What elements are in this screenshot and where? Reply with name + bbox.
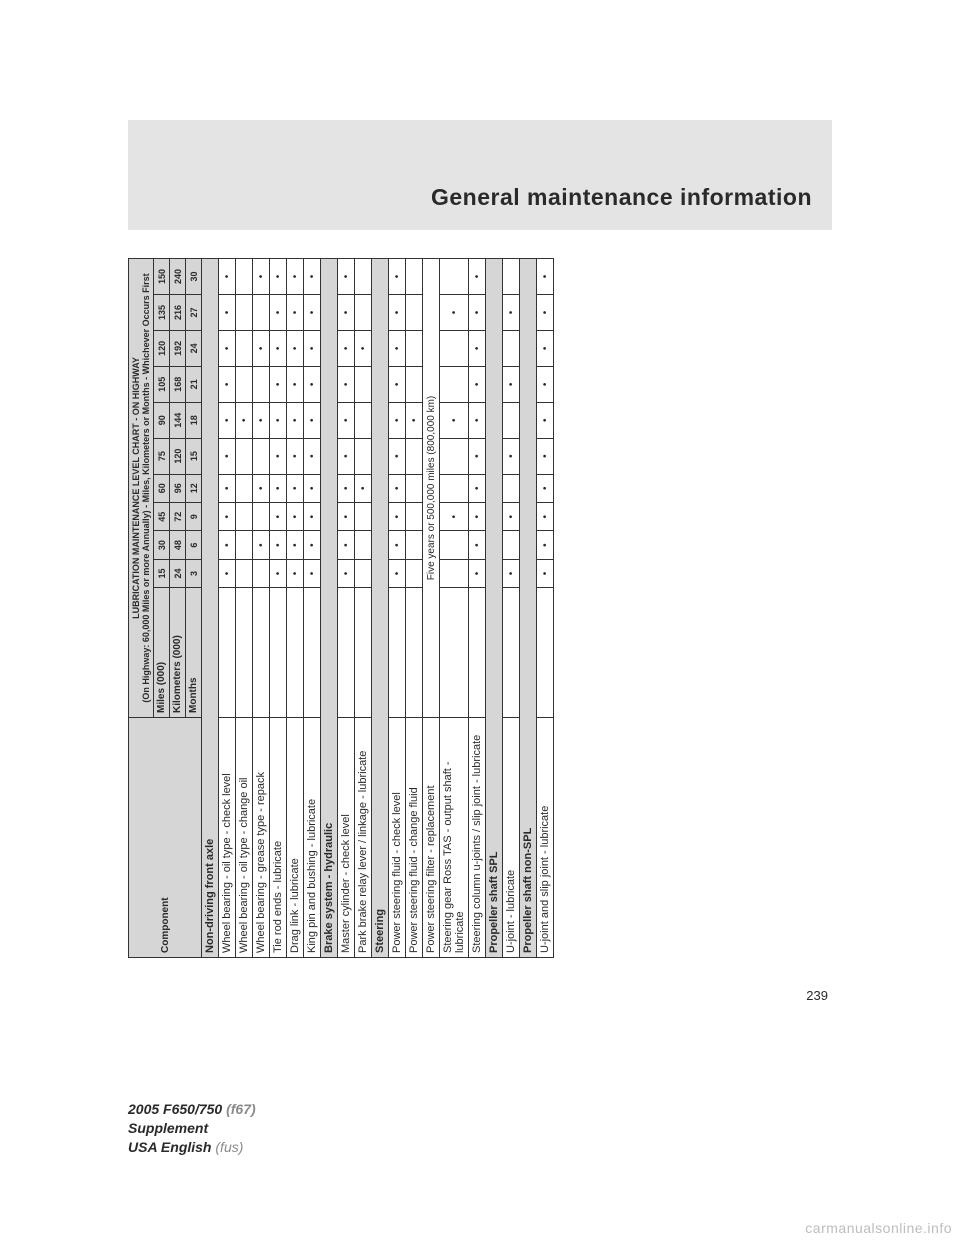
header-band: [128, 120, 832, 230]
page-title: General maintenance information: [431, 184, 812, 211]
footer-supplement: Supplement: [128, 1119, 256, 1138]
page-number: 239: [806, 988, 828, 1003]
footer: 2005 F650/750 (f67) Supplement USA Engli…: [128, 1100, 256, 1157]
footer-code2: (fus): [215, 1139, 243, 1155]
footer-model: 2005 F650/750: [128, 1101, 222, 1117]
footer-lang: USA English: [128, 1139, 212, 1155]
watermark: carmanualsonline.info: [805, 1220, 952, 1236]
maintenance-table-container: ComponentLUBRICATION MAINTENANCE LEVEL C…: [128, 258, 832, 958]
footer-code1: (f67): [226, 1101, 256, 1117]
maintenance-table: ComponentLUBRICATION MAINTENANCE LEVEL C…: [128, 258, 554, 958]
